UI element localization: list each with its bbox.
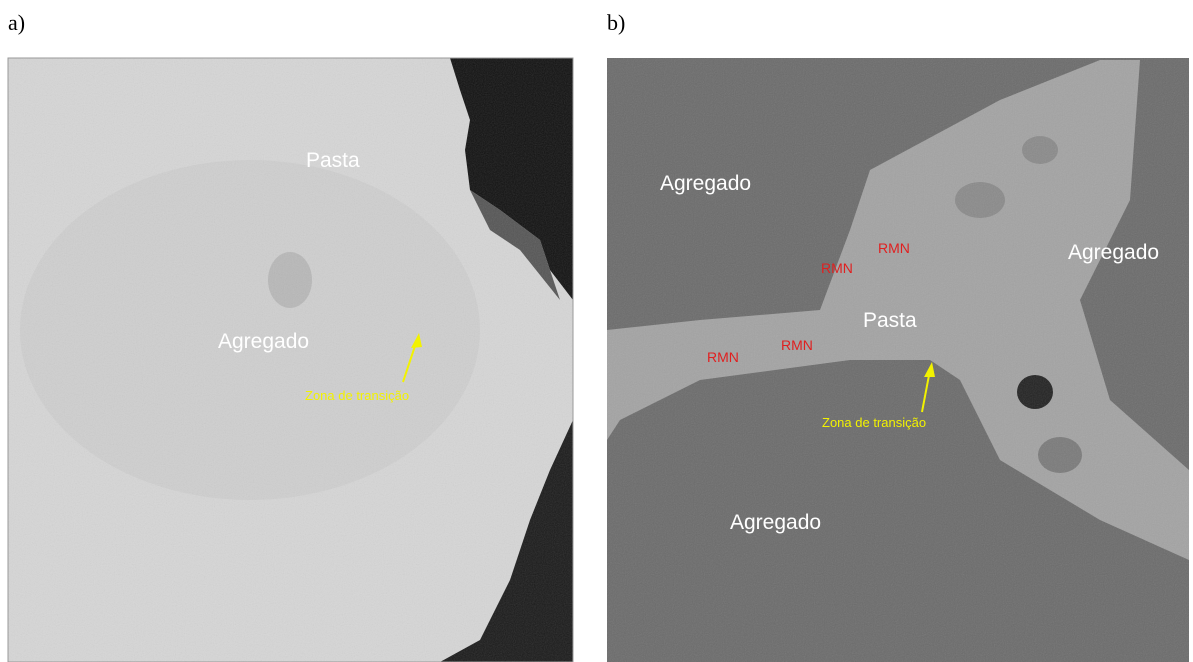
panel-label: b) [607,10,625,35]
annotation: Pasta [306,149,360,172]
annotation: RMN [781,337,813,353]
annotation: Pasta [863,309,917,332]
annotation: Zona de transição [305,388,409,403]
annotation: Agregado [660,172,751,195]
image-a: Pasta Agregado Zona de transição [8,58,573,662]
annotation: Zona de transição [822,415,926,430]
annotation: RMN [821,260,853,276]
image-b: Agregado Agregado RMN RMN RMN RMN Pasta … [607,58,1189,662]
panel-label: a) [8,10,25,35]
arrow-head [924,362,935,377]
annotation: RMN [707,349,739,365]
arrow-head [411,333,422,348]
annotation: RMN [878,240,910,256]
frame [7,57,574,662]
annotation: Agregado [730,511,821,534]
annotation: Agregado [1068,241,1159,264]
annotation: Agregado [218,330,309,353]
